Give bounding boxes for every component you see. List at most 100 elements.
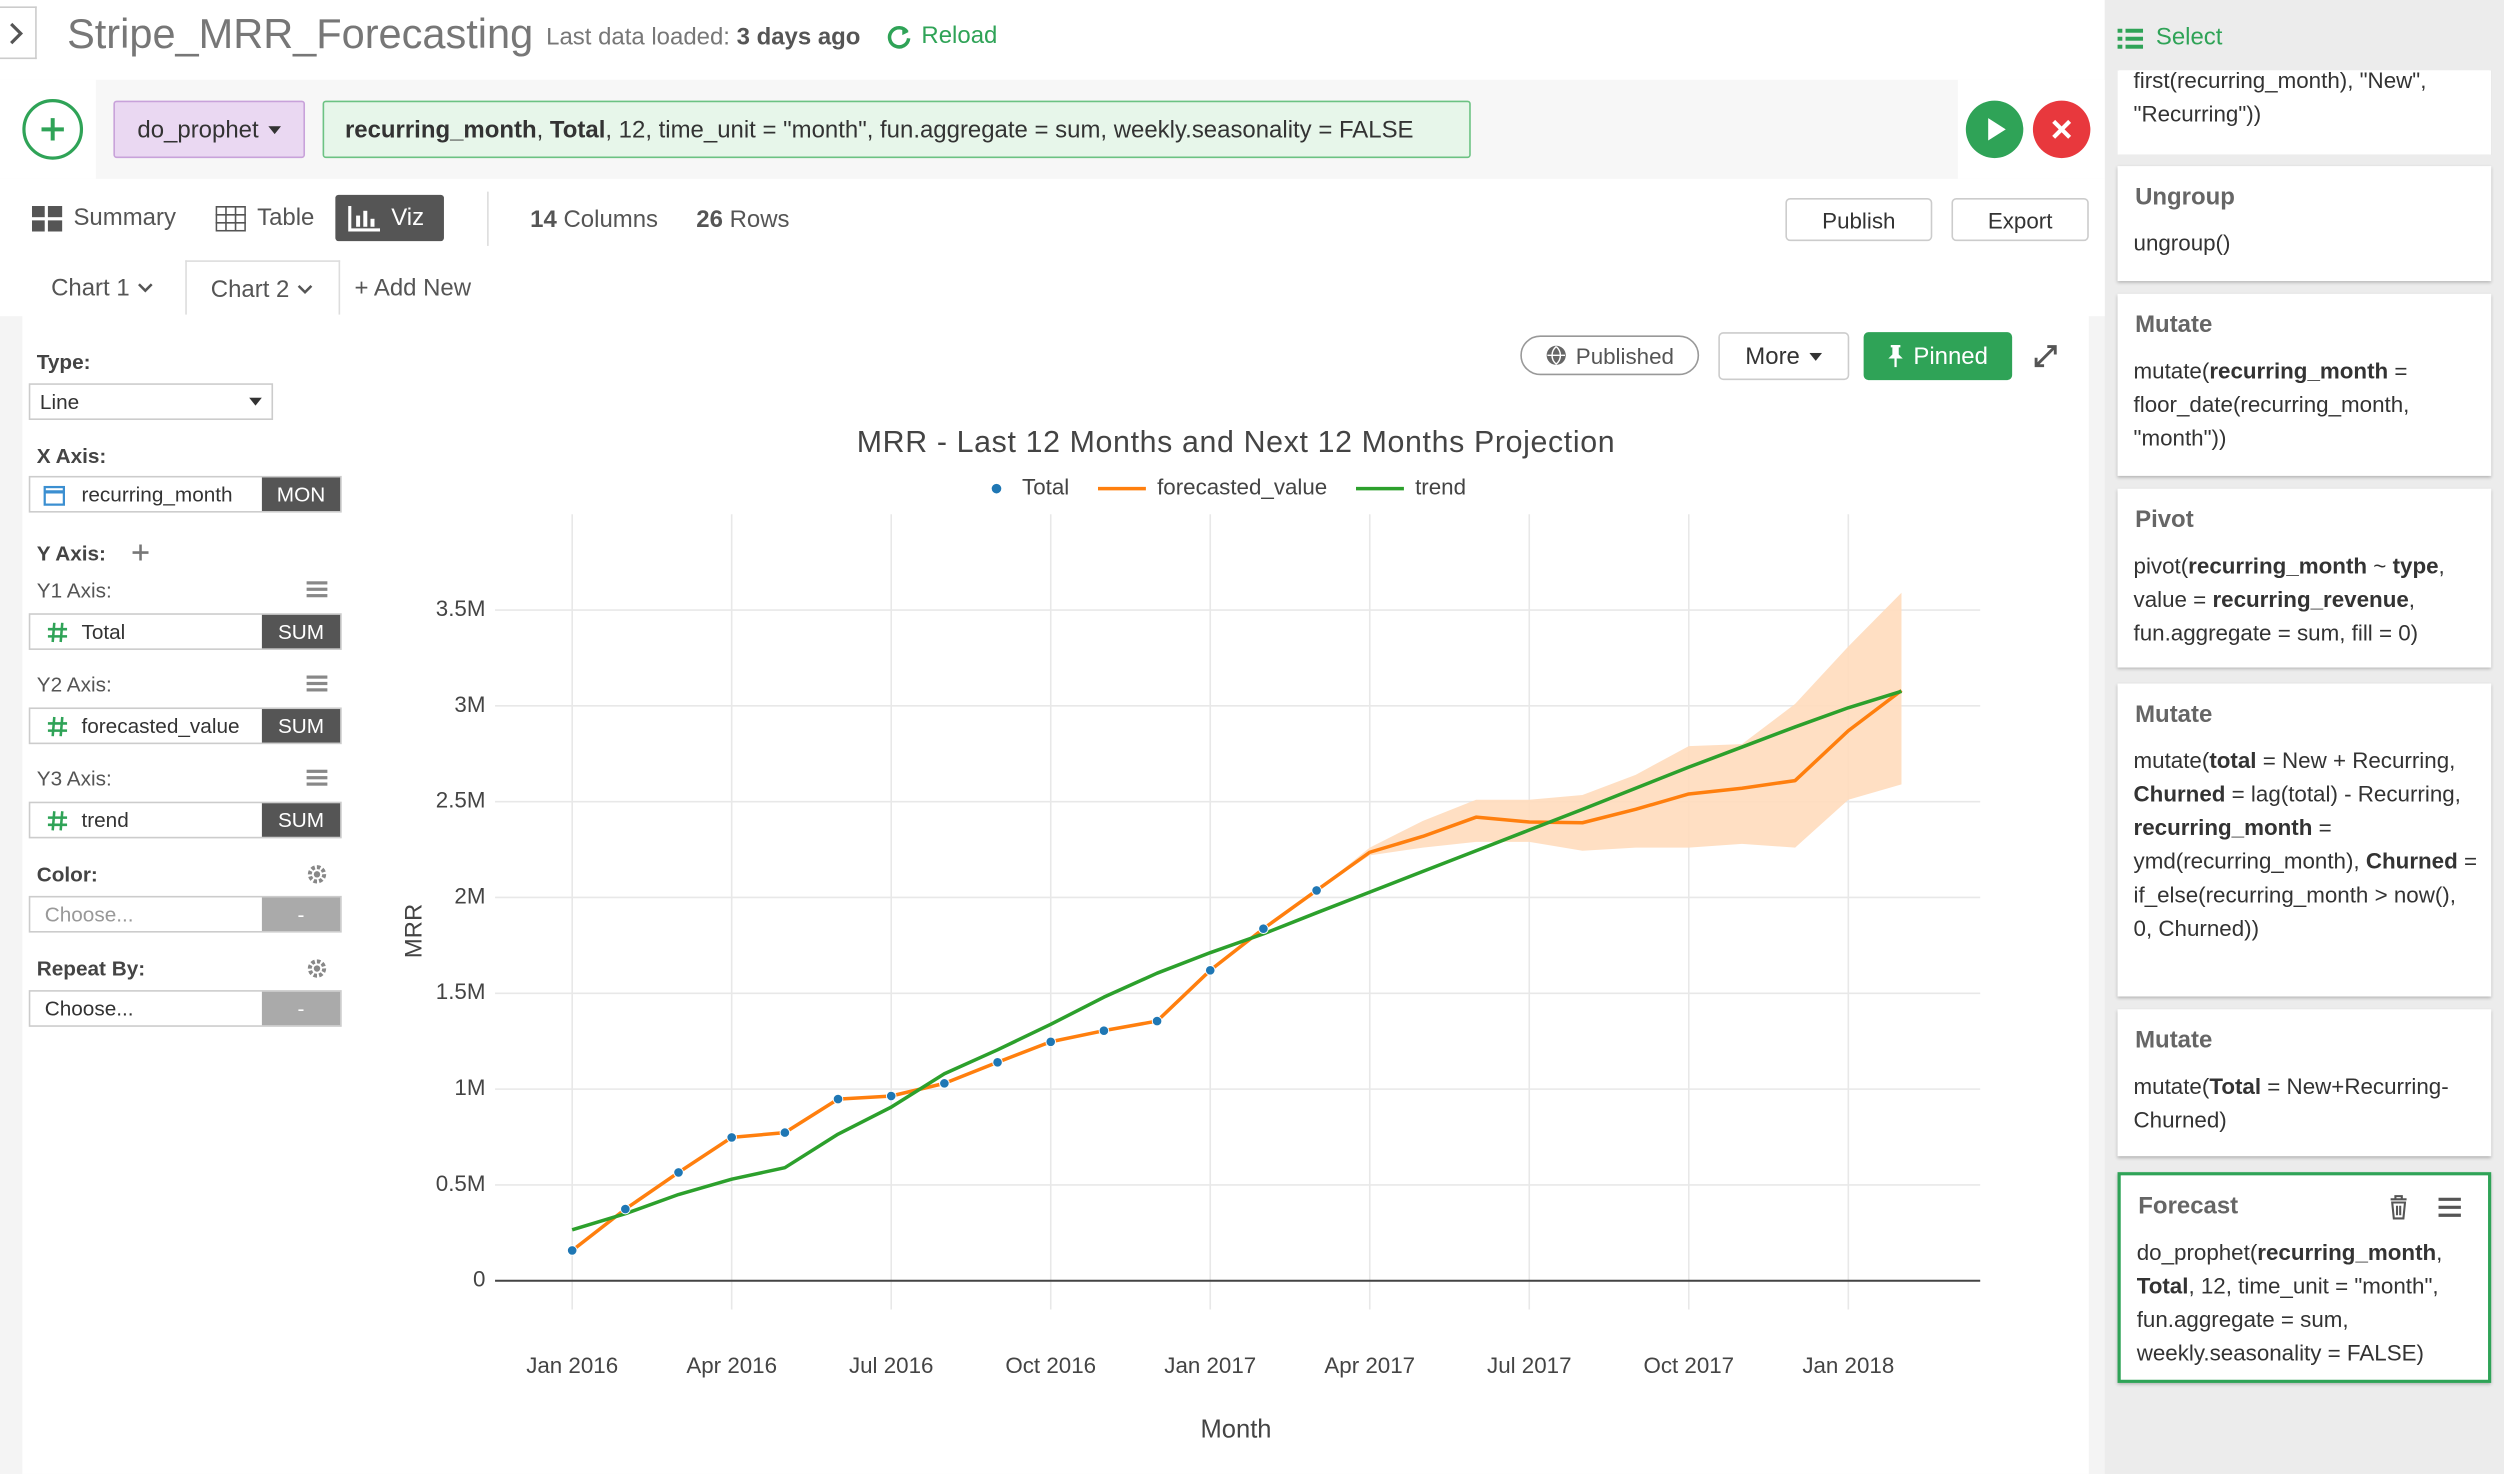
code-segment: total	[2209, 747, 2257, 773]
step-title: Pivot	[2135, 506, 2194, 534]
code-segment: first(recurring_month), "New", "Recurrin…	[2133, 67, 2427, 127]
y-tick-label: 3.5M	[436, 596, 486, 621]
publish-button[interactable]: Publish	[1785, 198, 1933, 242]
code-segment: = New+Recurring-Churned)	[2133, 1073, 2449, 1133]
chart-tab-label: Chart 1	[51, 274, 130, 302]
field-name: forecasted_value	[81, 713, 240, 738]
chevron-icon	[298, 284, 313, 294]
menu-icon[interactable]	[306, 769, 328, 786]
legend-label: Total	[1022, 475, 1069, 500]
x-tick-label: Jul 2016	[849, 1353, 933, 1378]
code-segment: recurring_revenue	[2212, 586, 2409, 612]
export-button[interactable]: Export	[1951, 198, 2089, 242]
step-card[interactable]: Ungroup ungroup()	[2117, 166, 2492, 282]
chart-tab[interactable]: Chart 2	[185, 260, 341, 317]
tag: -	[261, 897, 341, 932]
table-tab[interactable]: Table	[203, 195, 327, 241]
y-tick-label: 2M	[454, 883, 485, 908]
agg-tag[interactable]: SUM	[261, 709, 341, 743]
chevron-icon	[10, 22, 24, 45]
expand-icon[interactable]	[2033, 343, 2059, 369]
collapse-button[interactable]	[0, 6, 37, 60]
select-button[interactable]: Select	[2117, 24, 2222, 51]
code-segment: Total	[549, 116, 606, 144]
step-code: ungroup()	[2134, 227, 2479, 261]
agg-tag[interactable]: MON	[261, 477, 341, 512]
repeat-label: Repeat By:	[36, 956, 146, 981]
step-card[interactable]: Mutate mutate(total = New + Recurring, Ch…	[2117, 683, 2492, 997]
y-axis-field[interactable]: trend SUM	[28, 801, 342, 839]
count-label: Rows	[729, 206, 790, 234]
step-code: do_prophet(recurring_month, Total, 12, t…	[2137, 1236, 2482, 1370]
step-card[interactable]: first(recurring_month), "New", "Recurrin…	[2117, 67, 2492, 155]
data-point	[673, 1167, 684, 1178]
series-line	[571, 689, 1902, 1232]
y-axis-field[interactable]: forecasted_value SUM	[28, 707, 342, 745]
add-step-button[interactable]	[22, 99, 84, 160]
hash-icon	[47, 716, 68, 736]
command-args[interactable]: recurring_month, Total, 12, time_unit = …	[322, 100, 1471, 159]
step-card[interactable]: Mutate mutate(Total = New+Recurring-Churn…	[2117, 1009, 2492, 1157]
gear-icon[interactable]	[307, 958, 328, 979]
viz-tab[interactable]: Viz	[335, 194, 444, 242]
y-axis-row-label: Y3 Axis:	[36, 766, 112, 791]
agg-tag[interactable]: SUM	[261, 614, 341, 649]
code-segment: Churned	[2365, 847, 2458, 874]
code-segment: = ymd(recurring_month),	[2133, 814, 2366, 874]
code-segment: mutate(	[2133, 357, 2210, 384]
type-select[interactable]: Line	[28, 383, 274, 420]
pin-icon	[1888, 344, 1903, 368]
tab-label: Viz	[391, 204, 425, 232]
uncertainty-band	[1316, 592, 1902, 891]
add-chart-button[interactable]: + Add New	[354, 274, 472, 302]
add-axis-icon[interactable]	[131, 543, 150, 562]
run-button[interactable]	[1965, 100, 2024, 159]
summary-tab[interactable]: Summary	[19, 195, 189, 241]
data-point	[1151, 1015, 1163, 1027]
chart-title: MRR - Last 12 Months and Next 12 Months …	[857, 426, 1615, 459]
function-select[interactable]: do_prophet	[113, 100, 306, 159]
cancel-button[interactable]	[2032, 100, 2091, 159]
step-card[interactable]: Mutate mutate(recurring_month = floor_dat…	[2117, 293, 2492, 476]
type-value: Line	[39, 389, 80, 414]
y-axis-field[interactable]: Total SUM	[28, 613, 342, 650]
x-axis-field[interactable]: recurring_month MON	[28, 475, 342, 513]
repeat-select[interactable]: Choose... -	[28, 990, 342, 1027]
menu-icon[interactable]	[306, 581, 328, 598]
more-button[interactable]: More	[1718, 332, 1850, 381]
data-point	[1204, 965, 1216, 976]
step-card[interactable]: Forecast do_prophet(recurring_month, Tota…	[2117, 1172, 2492, 1383]
agg-tag[interactable]: SUM	[261, 803, 341, 837]
step-card[interactable]: Pivot pivot(recurring_month ~ type, value…	[2117, 488, 2492, 668]
hash-icon	[47, 621, 68, 642]
data-point	[1311, 885, 1322, 896]
chart-tab[interactable]: Chart 1	[27, 260, 177, 316]
code-segment: recurring_month	[2188, 552, 2368, 579]
legend-label: forecasted_value	[1157, 475, 1327, 500]
reload-button[interactable]: Reload	[886, 22, 998, 50]
step-code: pivot(recurring_month ~ type, value = re…	[2134, 549, 2479, 650]
reload-icon	[887, 25, 911, 48]
step-icons[interactable]	[2383, 1193, 2479, 1222]
divider	[487, 191, 489, 246]
function-name: do_prophet	[137, 115, 259, 143]
y-tick-label: 3M	[454, 692, 485, 717]
pinned-button[interactable]: Pinned	[1863, 332, 2013, 381]
data-point	[939, 1078, 950, 1089]
color-label: Color:	[36, 862, 98, 887]
gear-icon[interactable]	[307, 864, 328, 885]
code-segment: Total	[2136, 1272, 2189, 1299]
y-axis-title: MRR	[401, 904, 428, 959]
chart: MRR - Last 12 Months and Next 12 Months …	[401, 426, 1981, 1444]
table-icon	[215, 205, 246, 231]
tag: -	[261, 991, 341, 1026]
color-select[interactable]: Choose... -	[28, 895, 342, 933]
y-tick-label: 1M	[454, 1075, 485, 1100]
reload-label: Reload	[921, 22, 998, 50]
menu-icon[interactable]	[306, 675, 328, 692]
code-segment: mutate(	[2133, 747, 2210, 773]
published-badge[interactable]: Published	[1520, 335, 1700, 376]
code-segment: pivot(	[2133, 552, 2189, 579]
data-point	[1258, 923, 1269, 934]
data-point	[832, 1093, 844, 1105]
